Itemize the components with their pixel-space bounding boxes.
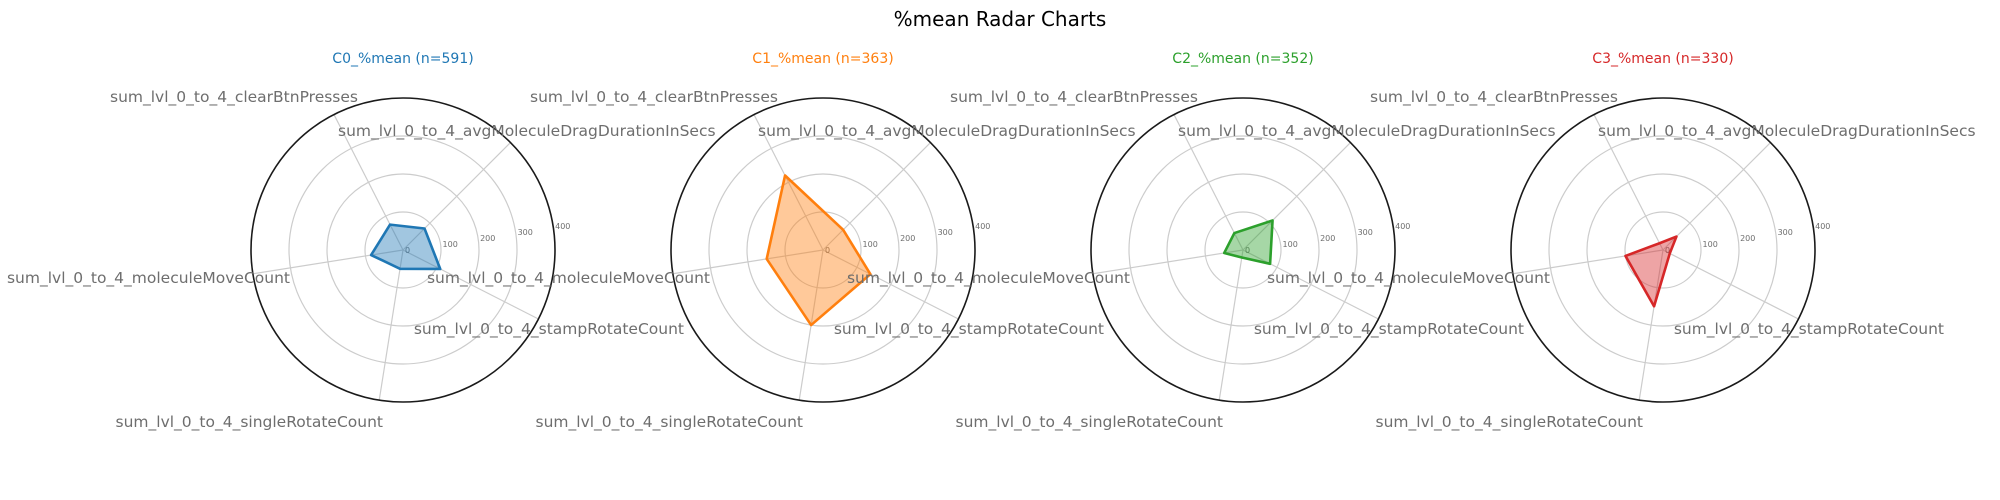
radial-tick-label: 100: [443, 240, 458, 249]
axis-spoke: [1092, 249, 1244, 275]
series-polygon: [1222, 219, 1274, 266]
radial-tick-label: 400: [1395, 222, 1410, 231]
grid-ring: [1586, 173, 1740, 327]
radial-tick-label: 100: [863, 240, 878, 249]
axis-label: sum_lvl_0_to_4_avgMoleculeDragDurationIn…: [1598, 122, 1976, 141]
grid-ring: [1624, 211, 1702, 289]
series-polygon: [765, 174, 872, 327]
series-polygon: [1624, 235, 1678, 308]
polar-frame: [1510, 97, 1816, 403]
grid-ring: [1128, 135, 1358, 365]
polar-frame: [1090, 97, 1396, 403]
figure-title: %mean Radar Charts: [894, 7, 1107, 31]
axis-label: sum_lvl_0_to_4_avgMoleculeDragDurationIn…: [758, 122, 1136, 141]
axis-spoke: [672, 249, 824, 275]
axis-label: sum_lvl_0_to_4_stampRotateCount: [1674, 320, 1944, 339]
polar-frame: [670, 97, 976, 403]
radial-tick-label: 200: [1320, 234, 1335, 243]
grid-ring: [1548, 135, 1778, 365]
radial-tick-label: 100: [1283, 240, 1298, 249]
radar-chart-0: C0_%mean (n=591) 0 100 200 300 400 sum_lvl_0_t…: [7, 51, 716, 432]
radial-tick-label: 200: [1740, 234, 1755, 243]
axis-label: sum_lvl_0_to_4_stampRotateCount: [414, 320, 684, 339]
radial-tick-label: 400: [555, 222, 570, 231]
axis-label: sum_lvl_0_to_4_moleculeMoveCount: [7, 269, 290, 288]
axis-label: sum_lvl_0_to_4_stampRotateCount: [1254, 320, 1524, 339]
axis-spoke: [402, 249, 539, 320]
grid-ring: [746, 173, 900, 327]
grid-ring: [326, 173, 480, 327]
grid-ring: [288, 135, 518, 365]
axis-spoke: [1662, 249, 1799, 320]
grid-ring: [1166, 173, 1320, 327]
axis-spoke: [333, 114, 404, 251]
axis-label: sum_lvl_0_to_4_avgMoleculeDragDurationIn…: [1178, 122, 1556, 141]
axis-label: sum_lvl_0_to_4_clearBtnPresses: [950, 88, 1198, 107]
axis-label: sum_lvl_0_to_4_singleRotateCount: [1376, 413, 1643, 432]
axis-label: sum_lvl_0_to_4_singleRotateCount: [536, 413, 803, 432]
axis-label: sum_lvl_0_to_4_moleculeMoveCount: [847, 269, 1130, 288]
radar-title: C2_%mean (n=352): [1172, 51, 1313, 67]
grid-ring: [364, 211, 442, 289]
axis-spoke: [252, 249, 404, 275]
radar-title: C3_%mean (n=330): [1592, 51, 1733, 67]
radial-tick-label: 300: [518, 228, 533, 237]
axis-label: sum_lvl_0_to_4_clearBtnPresses: [1370, 88, 1618, 107]
axis-spoke: [822, 142, 931, 251]
axis-label: sum_lvl_0_to_4_stampRotateCount: [834, 320, 1104, 339]
radar-chart-1: C1_%mean (n=363) 0 100 200 300 400 sum_lvl_0_t…: [427, 51, 1136, 432]
series-polygon: [369, 223, 442, 271]
axis-spoke: [822, 249, 959, 320]
radial-tick-label: 100: [1703, 240, 1718, 249]
radial-tick-label: 0: [405, 246, 410, 255]
axis-label: sum_lvl_0_to_4_singleRotateCount: [116, 413, 383, 432]
radial-tick-label: 200: [480, 234, 495, 243]
polar-frame: [250, 97, 556, 403]
axis-spoke: [378, 249, 404, 401]
radar-chart-3: C3_%mean (n=330) 0 100 200 300 400 sum_lvl_0_t…: [1267, 51, 1976, 432]
axis-label: sum_lvl_0_to_4_clearBtnPresses: [110, 88, 358, 107]
grid-ring: [708, 135, 938, 365]
axis-spoke: [753, 114, 824, 251]
axis-spoke: [1512, 249, 1664, 275]
radar-title: C0_%mean (n=591): [332, 51, 473, 67]
radial-tick-label: 300: [1778, 228, 1793, 237]
axis-spoke: [402, 142, 511, 251]
axis-spoke: [1173, 114, 1244, 251]
axis-label: sum_lvl_0_to_4_moleculeMoveCount: [1267, 269, 1550, 288]
axis-spoke: [1662, 142, 1771, 251]
radial-tick-label: 400: [1815, 222, 1830, 231]
radial-tick-label: 400: [975, 222, 990, 231]
axis-spoke: [1242, 142, 1351, 251]
axis-label: sum_lvl_0_to_4_avgMoleculeDragDurationIn…: [338, 122, 716, 141]
axis-spoke: [1593, 114, 1664, 251]
axis-label: sum_lvl_0_to_4_singleRotateCount: [956, 413, 1223, 432]
grid-ring: [1204, 211, 1282, 289]
axis-label: sum_lvl_0_to_4_moleculeMoveCount: [427, 269, 710, 288]
radial-tick-label: 300: [1358, 228, 1373, 237]
axis-label: sum_lvl_0_to_4_clearBtnPresses: [530, 88, 778, 107]
radial-tick-label: 200: [900, 234, 915, 243]
radar-title: C1_%mean (n=363): [752, 51, 893, 67]
radial-tick-label: 0: [1665, 246, 1670, 255]
radar-charts: C0_%mean (n=591) 0 100 200 300 400 sum_lvl_0_t…: [7, 51, 1976, 432]
axis-spoke: [1218, 249, 1244, 401]
radial-tick-label: 0: [1245, 246, 1250, 255]
axis-spoke: [1638, 249, 1664, 401]
radial-tick-label: 300: [938, 228, 953, 237]
radar-chart-2: C2_%mean (n=352) 0 100 200 300 400 sum_lvl_0_t…: [847, 51, 1556, 432]
radial-tick-label: 0: [825, 246, 830, 255]
